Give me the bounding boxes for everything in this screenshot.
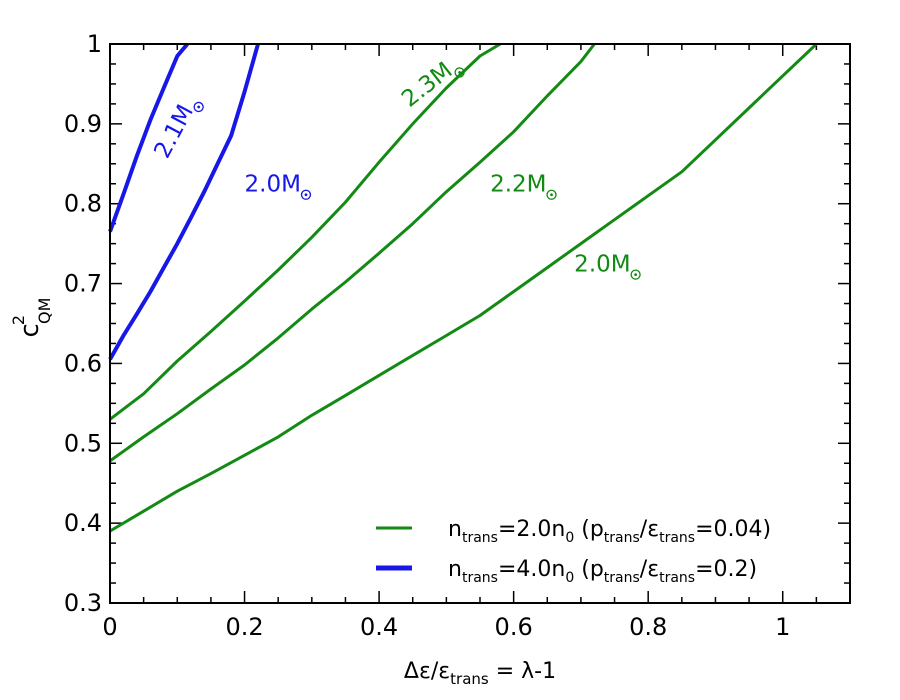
legend-text-part: =0.2): [695, 557, 757, 582]
sun-symbol-dot: [458, 71, 462, 74]
sun-symbol-icon: [300, 189, 312, 200]
y-tick-label: 0.3: [64, 589, 102, 617]
legend-text-part: =0.04): [695, 517, 771, 542]
curves-layer: [108, 42, 818, 533]
y-tick-label: 0.9: [64, 110, 102, 138]
y-axis-title-sup: 2: [9, 315, 28, 325]
legend-subscript: trans: [604, 530, 640, 546]
y-tick-label: 0.5: [64, 429, 102, 457]
legend-subscript: 0: [565, 570, 574, 586]
curve-label-text: 2.1M: [150, 101, 199, 163]
y-tick-label: 1: [87, 30, 102, 58]
legend-label-green: ntrans=2.0n0 (ptrans/εtrans=0.04): [448, 517, 771, 546]
sun-symbol-dot: [197, 105, 201, 109]
sun-symbol-icon: [193, 101, 204, 113]
sun-symbol-dot: [304, 193, 308, 197]
x-axis-title: Δε/εtrans = λ-1: [404, 659, 556, 688]
x-axis-title-suffix: = λ-1: [489, 659, 556, 684]
legend-text-part: /ε: [640, 517, 659, 542]
series-line-green-1: [109, 43, 596, 463]
legend-text-part: n: [448, 517, 462, 542]
curve-label-text: 2.0M: [245, 172, 301, 198]
y-axis-title-main: c: [15, 323, 45, 337]
curve-label-3: 2.0M: [245, 172, 312, 200]
y-tick-label: 0.8: [64, 190, 102, 218]
x-tick-label: 0: [102, 613, 117, 641]
y-axis-title: c2 QM: [9, 298, 54, 338]
curve-label-text: 2.2M: [490, 172, 546, 198]
x-tick-label: 0.4: [360, 613, 398, 641]
sun-symbol-dot: [550, 193, 553, 197]
legend-subscript: trans: [462, 530, 498, 546]
legend: ntrans=2.0n0 (ptrans/εtrans=0.04)ntrans=…: [376, 517, 771, 586]
y-tick-label: 0.6: [64, 349, 102, 377]
legend-text-part: n: [448, 557, 462, 582]
curve-label-0: 2.0M: [574, 252, 641, 280]
curve-labels-layer: 2.0M2.2M2.3M2.0M2.1M: [150, 57, 641, 280]
sun-symbol-icon: [630, 269, 641, 280]
x-tick-label: 1: [775, 613, 790, 641]
legend-subscript: trans: [659, 530, 695, 546]
legend-subscript: trans: [604, 570, 640, 586]
series-line-blue-4: [108, 42, 189, 233]
curve-label-text: 2.0M: [574, 252, 630, 278]
legend-label-blue: ntrans=4.0n0 (ptrans/εtrans=0.2): [448, 557, 757, 586]
x-tick-label: 0.6: [495, 613, 533, 641]
series-line-green-2: [109, 42, 501, 421]
y-tick-label: 0.7: [64, 270, 102, 298]
legend-text-part: =2.0n: [498, 517, 565, 542]
plot-frame: [109, 43, 851, 604]
x-tick-label: 0.8: [629, 613, 667, 641]
x-axis-title-sub: trans: [450, 670, 489, 688]
sun-symbol-icon: [546, 189, 557, 200]
curve-label-1: 2.2M: [490, 172, 557, 200]
legend-subscript: 0: [565, 530, 574, 546]
sun-symbol-dot: [634, 273, 638, 276]
y-tick-label: 0.4: [64, 509, 102, 537]
y-axis-title-sub: QM: [35, 298, 54, 324]
series-line-blue-3: [108, 43, 260, 361]
legend-text-part: (p: [574, 517, 604, 542]
x-tick-label: 0.2: [225, 613, 263, 641]
legend-subscript: trans: [462, 570, 498, 586]
sun-symbol-icon: [454, 67, 465, 78]
ticks-layer: 0 0.2 0.4 0.6 0.8 1 0.3 0.4 0.5 0.6 0.7 0.8 0.9 1: [64, 30, 851, 641]
series-line-green-0: [109, 42, 818, 533]
legend-text-part: =4.0n: [498, 557, 565, 582]
legend-text-part: /ε: [640, 557, 659, 582]
x-axis-title-main: Δε/ε: [404, 659, 450, 684]
legend-text-part: (p: [574, 557, 604, 582]
legend-subscript: trans: [659, 570, 695, 586]
